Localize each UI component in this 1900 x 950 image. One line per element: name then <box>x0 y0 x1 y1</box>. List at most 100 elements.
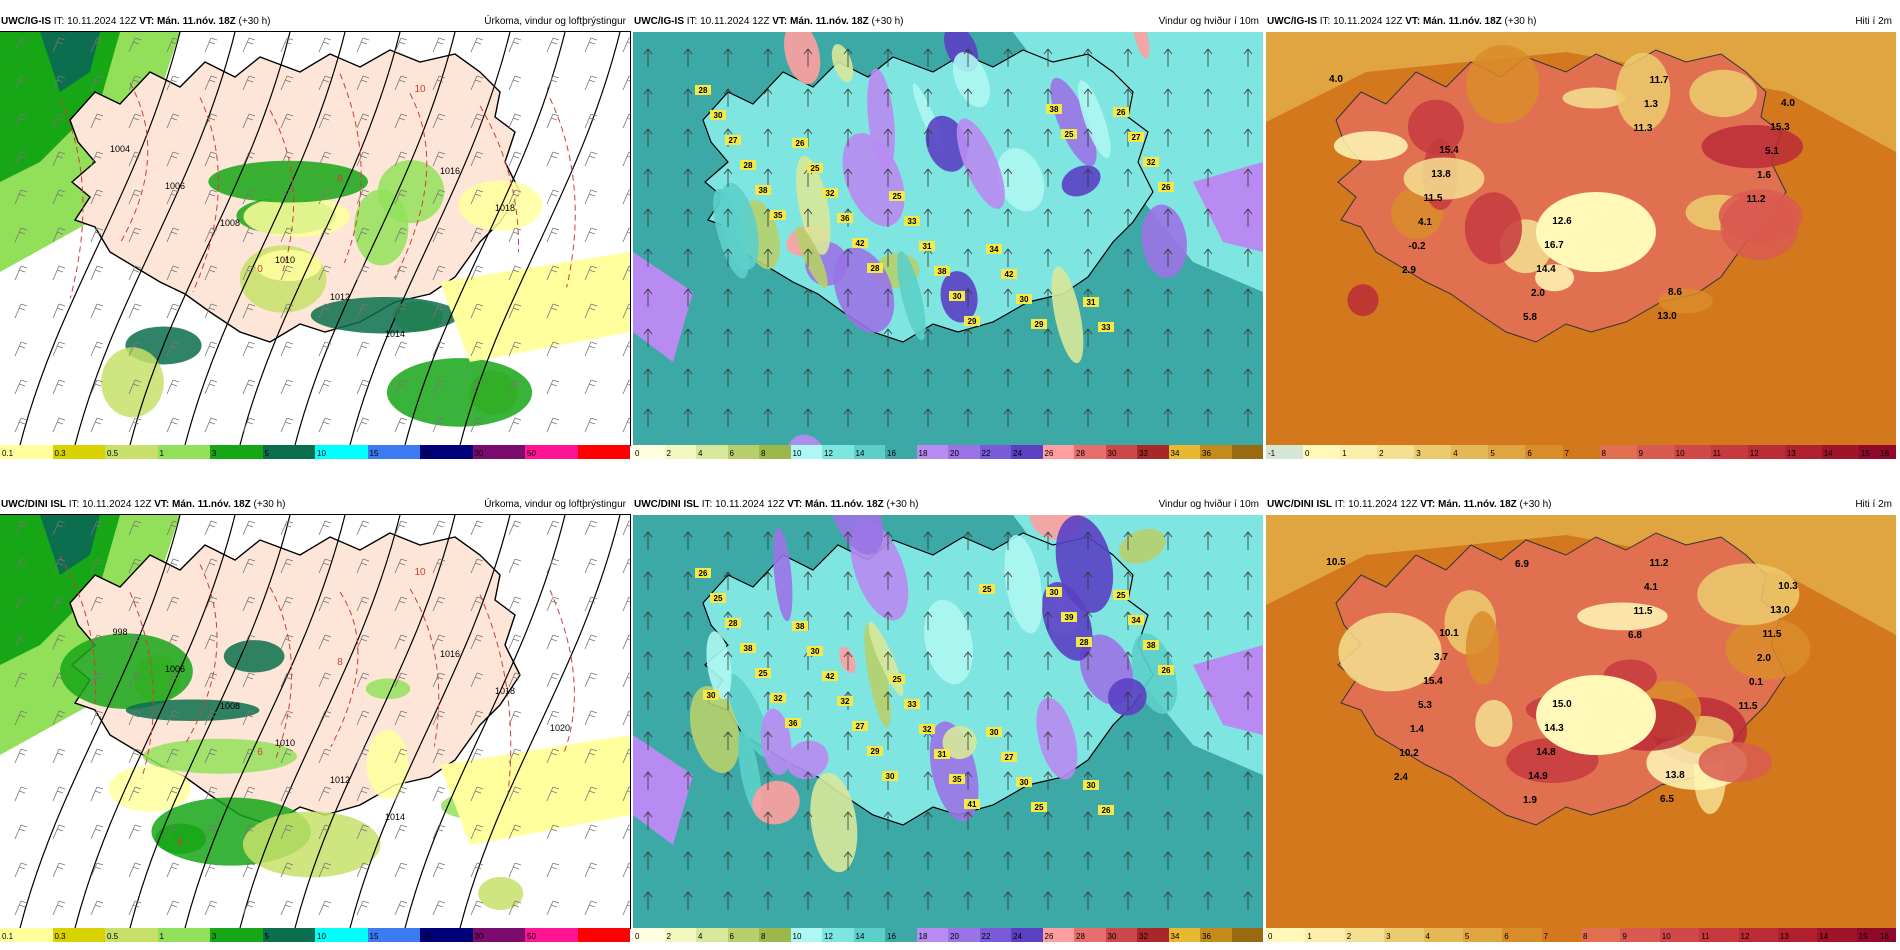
colorbar-tick-label: 30 <box>474 932 484 941</box>
colorbar-segment <box>0 445 53 459</box>
gust-area <box>1132 32 1150 59</box>
wind-barb <box>622 748 630 764</box>
wind-arrow <box>963 88 973 107</box>
wind-arrow <box>1243 128 1253 147</box>
wind-arrow <box>1243 88 1253 107</box>
wind-barb <box>546 265 560 281</box>
wind-arrow <box>1083 811 1093 830</box>
colorbar-segment <box>1266 928 1306 942</box>
wind-barb <box>622 596 630 612</box>
colorbar-tick-label: 0 <box>635 449 640 458</box>
wind-barb <box>204 379 218 395</box>
colorbar-segment <box>1699 928 1739 942</box>
wind-arrow <box>1123 288 1133 307</box>
gust-badge <box>755 185 771 195</box>
wind-arrow <box>1083 691 1093 710</box>
wind-barb <box>546 634 560 650</box>
wind-barb <box>584 265 598 281</box>
precip-panel-bottom: UWC/DINI ISL IT: 10.11.2024 12Z VT: Mán.… <box>0 495 631 942</box>
colorbar-tick-label: 18 <box>918 932 928 941</box>
wind-barb <box>128 824 142 840</box>
temperature-value: 5.1 <box>1765 146 1779 157</box>
temperature-label: 0 <box>257 264 263 275</box>
wind-arrow <box>763 811 773 830</box>
wind-barb <box>470 824 484 840</box>
wind-arrow <box>1043 611 1053 630</box>
vt-label: VT: <box>787 499 803 510</box>
colorbar-segment <box>759 928 791 942</box>
wind-arrow <box>1003 611 1013 630</box>
colorbar-labels: 0.1 0.3 0.5 1 3 5 10 15 20 30 50 <box>0 445 630 459</box>
wind-barb <box>356 189 370 205</box>
colorbar-tick-label: 14 <box>1819 932 1829 941</box>
wind-barb <box>52 900 66 916</box>
wind-barb <box>166 672 180 688</box>
colorbar-tick-label: 34 <box>1170 932 1180 941</box>
wind-arrow <box>723 368 733 387</box>
wind-arrow <box>683 771 693 790</box>
wind-arrow <box>1083 571 1093 590</box>
wind-arrow <box>883 168 893 187</box>
wind-barb <box>546 596 560 612</box>
wind-arrow <box>803 571 813 590</box>
wind-barb <box>14 265 28 281</box>
map-area: 4.0 15.4 12.6 8.6 4.0 13.8 16.7 13.0 15.3 11.5 14.… <box>1266 32 1896 445</box>
wind-arrow <box>803 248 813 267</box>
precip-area <box>310 297 460 334</box>
wind-arrow <box>1163 208 1173 227</box>
temp-map: 4.0 15.4 12.6 8.6 4.0 13.8 16.7 13.0 15.3 11.5 14.… <box>1266 32 1896 445</box>
colorbar-segment <box>633 445 665 459</box>
map-area: 1004 1006 1008 1010 1012 1014 1016 1018 10 8 0 <box>0 31 631 446</box>
colorbar-segment <box>979 445 1011 459</box>
wind-arrow <box>963 811 973 830</box>
wind-barb <box>318 558 332 574</box>
wind-arrow <box>1243 248 1253 267</box>
wind-barb <box>356 710 370 726</box>
wind-arrow <box>1003 88 1013 107</box>
colorbar-segment <box>1738 928 1778 942</box>
wind-barb <box>546 341 560 357</box>
wind-barb <box>166 189 180 205</box>
wind-barb <box>204 748 218 764</box>
temperature-value: 6.9 <box>1515 559 1529 570</box>
wind-barb <box>470 596 484 612</box>
wind-arrow <box>1083 168 1093 187</box>
model-name: UWC/IG-IS <box>1 16 51 27</box>
colorbar-segment <box>525 928 578 942</box>
gust-area <box>1108 678 1147 716</box>
wind-barb <box>128 672 142 688</box>
wind-barb <box>90 900 104 916</box>
gust-badge <box>867 746 883 756</box>
model-name: UWC/IG-IS <box>1267 16 1317 27</box>
wind-arrow <box>1123 771 1133 790</box>
colorbar-tick-label: 10 <box>317 932 326 941</box>
gust-badge <box>807 646 823 656</box>
colorbar-segment <box>1384 928 1424 942</box>
wind-arrow <box>843 248 853 267</box>
gust-badge <box>904 699 920 709</box>
isobar-label: 1006 <box>165 664 185 674</box>
temperature-value: 4.0 <box>1781 98 1795 109</box>
wind-barb <box>318 748 332 764</box>
wind-arrow <box>683 891 693 910</box>
wind-barb <box>52 634 66 650</box>
wind-arrow <box>643 368 653 387</box>
colorbar-segment <box>664 445 696 459</box>
model-name: UWC/DINI ISL <box>1 499 66 510</box>
wind-arrow <box>963 651 973 670</box>
temperature-value: 14.8 <box>1536 747 1556 758</box>
wind-arrow <box>723 571 733 590</box>
wind-arrow <box>1043 328 1053 347</box>
wind-arrow <box>883 651 893 670</box>
gust-badge <box>822 671 838 681</box>
forecast-offset: (+30 h) <box>253 499 286 510</box>
temperature-value: 1.9 <box>1523 795 1537 806</box>
colorbar-segment <box>1581 928 1621 942</box>
colorbar <box>633 445 1263 459</box>
temperature-value: 13.0 <box>1770 605 1790 616</box>
gust-badge <box>882 771 898 781</box>
wind-arrow <box>1043 691 1053 710</box>
isobar-label: 1012 <box>330 292 350 302</box>
colorbar-tick-label: 11 <box>1712 449 1722 458</box>
wind-barb <box>14 786 28 802</box>
